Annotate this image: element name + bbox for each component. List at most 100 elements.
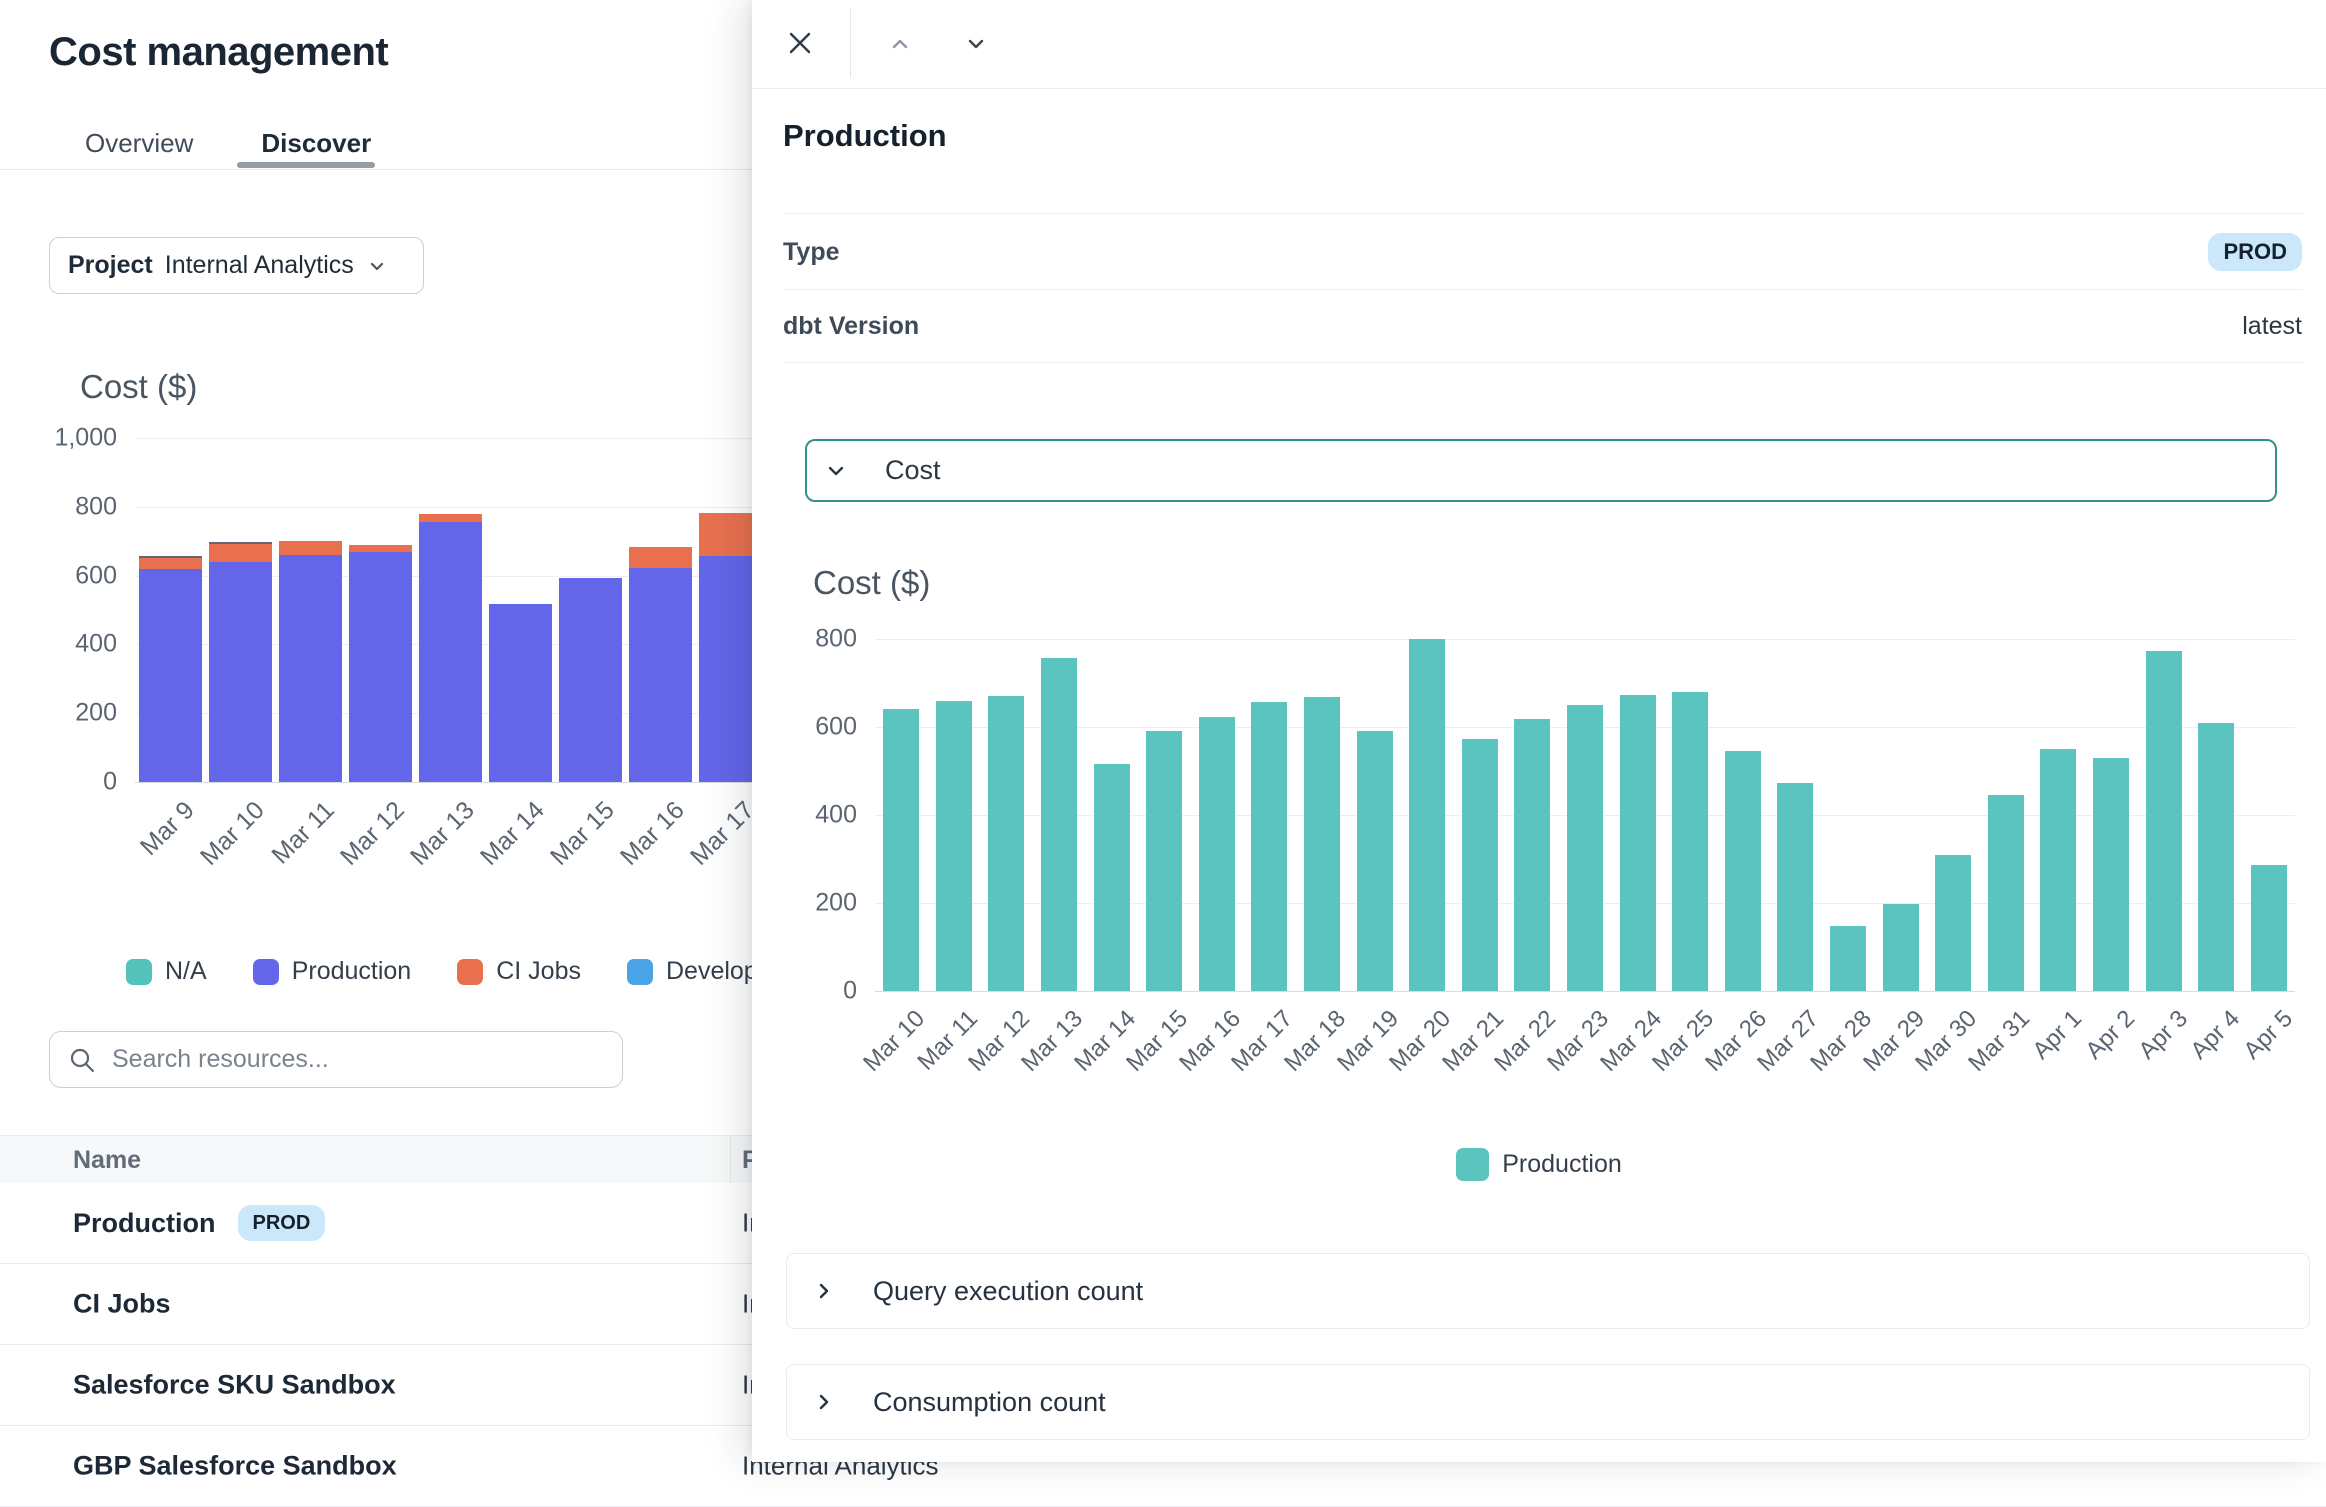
legend-item-ci-jobs[interactable]: CI Jobs: [457, 957, 581, 986]
bar-production[interactable]: [1146, 730, 1183, 991]
bar-production[interactable]: [1619, 694, 1656, 991]
bar-production[interactable]: [1409, 639, 1446, 991]
search-icon: [70, 1048, 95, 1072]
chevron-down-icon: [968, 39, 984, 49]
bar-production[interactable]: [2250, 864, 2287, 991]
field-value-dbt-version: latest: [2242, 312, 2302, 340]
bar-production[interactable]: [1041, 657, 1078, 991]
bar-ci-jobs[interactable]: [418, 514, 482, 522]
bar-other[interactable]: [208, 541, 272, 544]
project-filter-value: Internal Analytics: [164, 251, 354, 279]
bar-production[interactable]: [1461, 738, 1498, 991]
gridline: [135, 575, 835, 577]
section-query-execution-count[interactable]: Query execution count: [786, 1253, 2310, 1329]
bar-ci-jobs[interactable]: [138, 558, 202, 570]
environment-detail-panel: Production Type PROD dbt Version latest …: [752, 0, 2326, 1462]
x-axis-label: Apr 3: [2132, 1005, 2193, 1065]
panel-chart-legend: Production: [752, 1148, 2326, 1181]
x-axis-label: Mar 11: [266, 796, 340, 870]
bar-production[interactable]: [348, 551, 412, 782]
bar-production[interactable]: [1987, 795, 2024, 991]
bar-ci-jobs[interactable]: [698, 512, 762, 557]
chevron-up-icon: [892, 39, 908, 49]
bar-production[interactable]: [1672, 691, 1709, 991]
y-axis-label: 200: [815, 888, 857, 917]
legend-swatch: [626, 958, 653, 985]
tab-discover[interactable]: Discover: [261, 128, 372, 158]
next-item-button[interactable]: [956, 26, 996, 62]
y-axis-label: 600: [75, 561, 117, 590]
bar-ci-jobs[interactable]: [208, 543, 272, 562]
search-box: [49, 1031, 623, 1088]
bar-production[interactable]: [1724, 750, 1761, 991]
section-consumption-count[interactable]: Consumption count: [786, 1364, 2310, 1440]
gridline: [135, 438, 835, 439]
bar-production[interactable]: [2092, 757, 2129, 991]
bar-production[interactable]: [1514, 718, 1551, 991]
x-axis-label: Mar 16: [614, 796, 690, 871]
bar-production[interactable]: [935, 700, 972, 991]
legend-item-production[interactable]: Production: [252, 957, 412, 986]
bar-production[interactable]: [988, 696, 1025, 991]
bar-production[interactable]: [2145, 651, 2182, 991]
bar-production[interactable]: [1829, 926, 1866, 991]
bar-production[interactable]: [488, 604, 552, 782]
section-consumption-count-label: Consumption count: [873, 1386, 1106, 1417]
legend-label: Production: [291, 957, 412, 985]
legend-swatch: [457, 958, 484, 985]
legend-label: Production: [1502, 1150, 1622, 1178]
y-axis-label: 400: [75, 629, 117, 658]
bar-production[interactable]: [883, 709, 920, 991]
panel-header: [752, 0, 2326, 89]
bar-production[interactable]: [1356, 730, 1393, 991]
bar-production[interactable]: [1567, 704, 1603, 991]
bar-ci-jobs[interactable]: [348, 544, 412, 552]
page-title: Cost management: [49, 30, 389, 74]
bar-production[interactable]: [1935, 855, 1972, 991]
bar-other[interactable]: [138, 555, 202, 559]
y-axis-label: 400: [815, 800, 857, 829]
search-input[interactable]: [110, 1044, 604, 1075]
section-cost[interactable]: Cost: [805, 439, 2277, 502]
row-name: GBP Salesforce Sandbox: [73, 1450, 397, 1481]
panel-chart-title: Cost ($): [813, 564, 931, 601]
bar-production[interactable]: [2040, 748, 2077, 991]
bar-production[interactable]: [2198, 722, 2235, 991]
left-cost-chart: 0 200 400 600 800 1,000 Mar 9 Mar 10 Mar 11 Mar 1…: [54, 424, 835, 871]
row-name: Production PROD: [73, 1205, 326, 1241]
bar-production[interactable]: [208, 561, 272, 782]
gridline: [135, 713, 835, 715]
table-header-name: Name: [73, 1146, 142, 1174]
divider: [783, 289, 2303, 290]
gridline: [875, 991, 2295, 992]
header-separator: [850, 8, 851, 78]
bar-production[interactable]: [418, 521, 482, 782]
close-button[interactable]: [778, 21, 822, 65]
bar-production[interactable]: [1251, 702, 1288, 991]
gridline: [135, 644, 835, 646]
legend-swatch: [252, 958, 279, 985]
bar-production[interactable]: [278, 554, 342, 782]
bar-production[interactable]: [1777, 783, 1814, 991]
bar-production[interactable]: [1093, 763, 1130, 991]
x-axis-label: Mar 12: [334, 796, 410, 871]
bar-production[interactable]: [1198, 716, 1235, 991]
bar-production[interactable]: [698, 556, 762, 782]
chevron-down-icon: [370, 262, 383, 270]
x-axis-label: Mar 10: [194, 796, 270, 871]
bar-production[interactable]: [558, 578, 622, 782]
bar-ci-jobs[interactable]: [278, 540, 342, 555]
tab-overview[interactable]: Overview: [85, 128, 194, 158]
legend-item-n-a[interactable]: N/A: [126, 957, 207, 986]
field-label-type: Type: [783, 238, 840, 266]
previous-item-button[interactable]: [880, 26, 920, 62]
legend-item-production[interactable]: Production: [1456, 1148, 1622, 1181]
y-axis-label: 800: [815, 624, 857, 653]
bar-production[interactable]: [1882, 903, 1919, 991]
bar-production[interactable]: [138, 569, 202, 782]
y-axis-label: 200: [75, 698, 117, 727]
bar-ci-jobs[interactable]: [628, 547, 692, 568]
bar-production[interactable]: [1304, 697, 1341, 991]
project-filter-dropdown[interactable]: Project Internal Analytics: [49, 237, 424, 294]
bar-production[interactable]: [628, 567, 692, 782]
